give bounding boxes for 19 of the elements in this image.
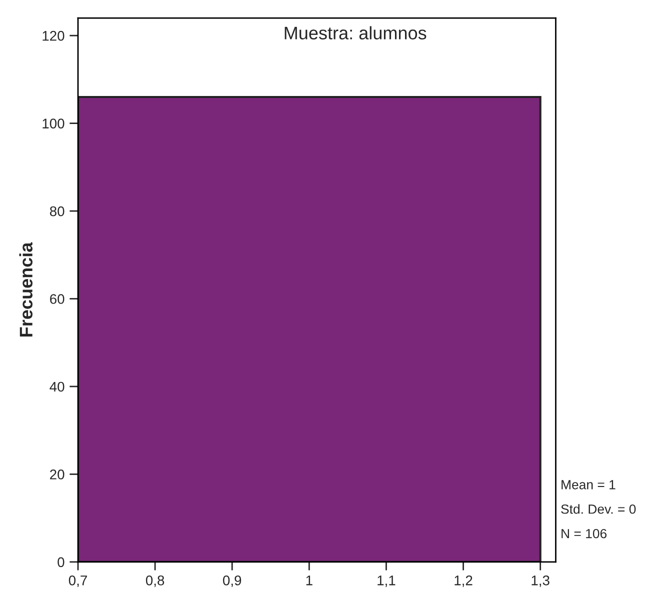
y-axis-title: Frecuencia xyxy=(19,242,33,336)
y-tick-label: 60 xyxy=(50,294,64,304)
y-tick-label: 40 xyxy=(50,382,64,392)
x-tick-label: 0,9 xyxy=(223,575,242,587)
y-tick-label: 80 xyxy=(50,206,64,216)
y-tick-label: 120 xyxy=(42,30,64,41)
y-tick-label: 0 xyxy=(58,557,64,568)
text: Mean = 1 xyxy=(562,480,616,490)
x-tick-label: 1,1 xyxy=(378,576,396,587)
text: N = 106 xyxy=(562,528,607,538)
x-tick-label: 0,7 xyxy=(68,575,87,587)
x-tick-label: 1,2 xyxy=(454,575,472,587)
y-tick-label: 20 xyxy=(50,470,64,480)
x-tick-label: 0,8 xyxy=(146,575,164,587)
x-tick-label: 1,3 xyxy=(532,575,550,587)
chart-title: Muestra: alumnos xyxy=(284,26,426,40)
x-tick-label: 1 xyxy=(306,576,312,586)
text: Std. Dev. = 0 xyxy=(561,504,636,514)
y-tick-label: 100 xyxy=(42,118,64,128)
